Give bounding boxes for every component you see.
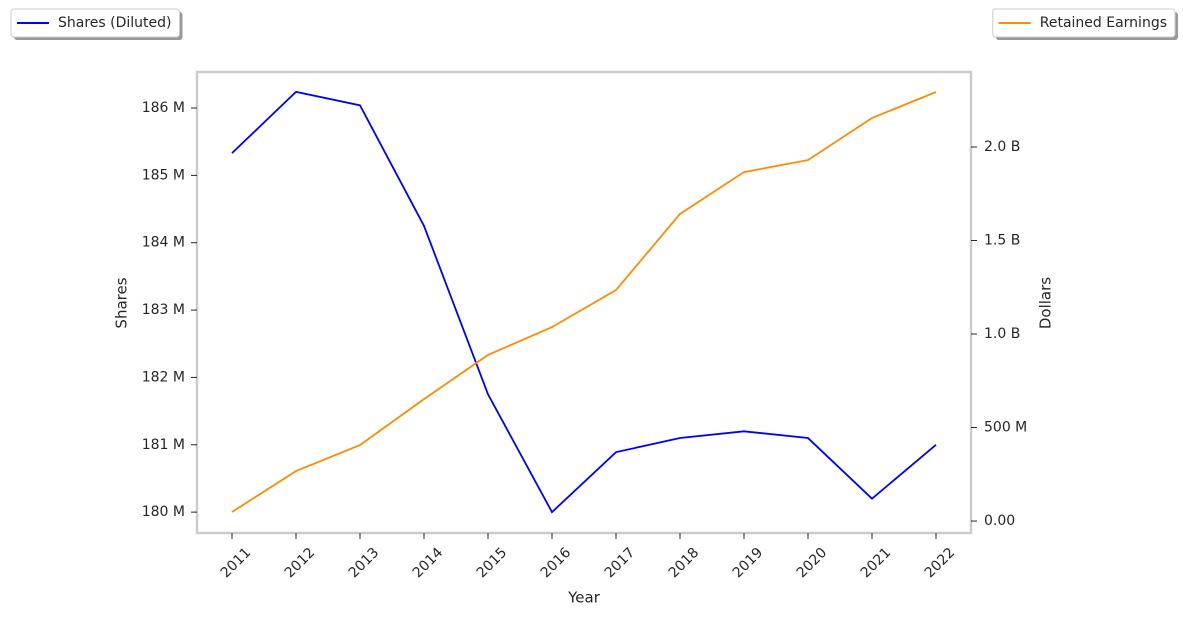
y-tick-label: 185 M: [142, 167, 185, 183]
legend-box: [992, 8, 1176, 38]
x-tick-label: 2021: [858, 545, 895, 582]
x-tick-label: 2015: [474, 545, 511, 582]
y2-tick-label: 500 M: [984, 420, 1027, 436]
y-tick-label: 181 M: [142, 437, 185, 453]
x-tick-label: 2020: [794, 545, 831, 582]
x-tick-label: 2017: [602, 545, 639, 582]
legend-box: [10, 8, 180, 38]
series-line: [231, 91, 937, 513]
x-tick-label: 2018: [666, 545, 703, 582]
y2-tick-label: 2.0 B: [984, 139, 1020, 155]
x-tick-label: 2012: [282, 545, 319, 582]
legend: Shares (Diluted): [10, 8, 183, 40]
y-tick-label: 184 M: [142, 235, 185, 251]
y2-tick-label: 1.0 B: [984, 326, 1020, 342]
plot-frame: [195, 70, 973, 535]
x-tick-label: 2011: [218, 545, 255, 582]
x-tick-label: 2014: [410, 545, 447, 582]
y-tick-label: 186 M: [142, 100, 185, 116]
x-tick-label: 2019: [730, 545, 767, 582]
y-tick-label: 182 M: [142, 369, 185, 385]
y2-tick-label: 1.5 B: [984, 233, 1020, 249]
y-axis-label: Shares: [113, 277, 131, 328]
y-tick-label: 183 M: [142, 302, 185, 318]
x-tick-label: 2022: [922, 545, 959, 582]
legend: Retained Earnings: [992, 8, 1178, 40]
y-tick-label: 180 M: [142, 504, 185, 520]
legend-label: Retained Earnings: [1040, 15, 1167, 31]
x-tick-label: 2016: [538, 545, 575, 582]
series-line: [231, 90, 937, 514]
x-axis-label: Year: [567, 589, 601, 607]
y2-tick-label: 0.00: [984, 513, 1015, 529]
y2-axis-label: Dollars: [1037, 277, 1055, 329]
x-tick-label: 2013: [346, 545, 383, 582]
legend-label: Shares (Diluted): [58, 15, 172, 31]
